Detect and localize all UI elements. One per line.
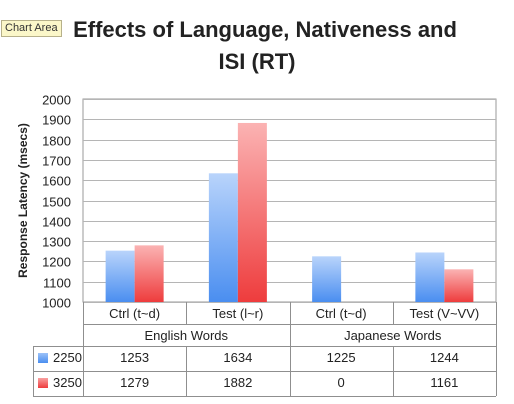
legend-swatch — [38, 353, 48, 363]
legend-label: 2250 — [53, 350, 82, 365]
chart-title-line-2: ISI (RT) — [218, 49, 296, 74]
y-tick-label: 1500 — [42, 195, 71, 210]
bar — [237, 122, 267, 302]
chart-area-tooltip: Chart Area — [1, 20, 62, 37]
bar — [134, 245, 164, 302]
y-tick-label: 1100 — [43, 276, 71, 291]
bar — [105, 250, 135, 302]
data-label: 1634 — [223, 350, 252, 365]
legend-label: 3250 — [53, 375, 82, 390]
bar — [415, 252, 445, 302]
category-label: Test (V~VV) — [410, 306, 480, 321]
group-label: Japanese Words — [344, 328, 442, 343]
data-label: 1244 — [430, 350, 459, 365]
y-tick-label: 1400 — [42, 215, 71, 230]
group-label: English Words — [144, 328, 228, 343]
y-tick-label: 1000 — [42, 296, 71, 311]
y-tick-label: 1800 — [42, 134, 71, 149]
category-label: Ctrl (t~d) — [316, 306, 367, 321]
data-label: 1225 — [327, 350, 356, 365]
y-tick-label: 1200 — [42, 255, 71, 270]
plot-area: 1000 1100 1200 1300 1400 1500 1600 1700 1800 1900… — [16, 93, 497, 397]
y-tick-label: 2000 — [42, 93, 71, 108]
y-tick-label: 1300 — [42, 235, 71, 250]
y-tick-label: 1600 — [42, 174, 71, 189]
data-label: 1279 — [120, 375, 149, 390]
legend-swatch — [38, 378, 48, 388]
category-label: Ctrl (t~d) — [109, 306, 160, 321]
chart-title-line-1: Effects of Language, Nativeness and — [73, 17, 457, 42]
data-label: 1882 — [223, 375, 252, 390]
data-label: 0 — [338, 375, 345, 390]
y-tick-label: 1900 — [42, 113, 71, 128]
category-label: Test (l~r) — [212, 306, 263, 321]
bar — [444, 269, 474, 302]
data-label: 1253 — [120, 350, 149, 365]
bar — [312, 256, 342, 302]
data-label: 1161 — [430, 375, 458, 390]
y-tick-label: 1700 — [42, 154, 71, 169]
y-axis-label: Response Latency (msecs) — [16, 123, 30, 278]
bar — [208, 173, 238, 302]
